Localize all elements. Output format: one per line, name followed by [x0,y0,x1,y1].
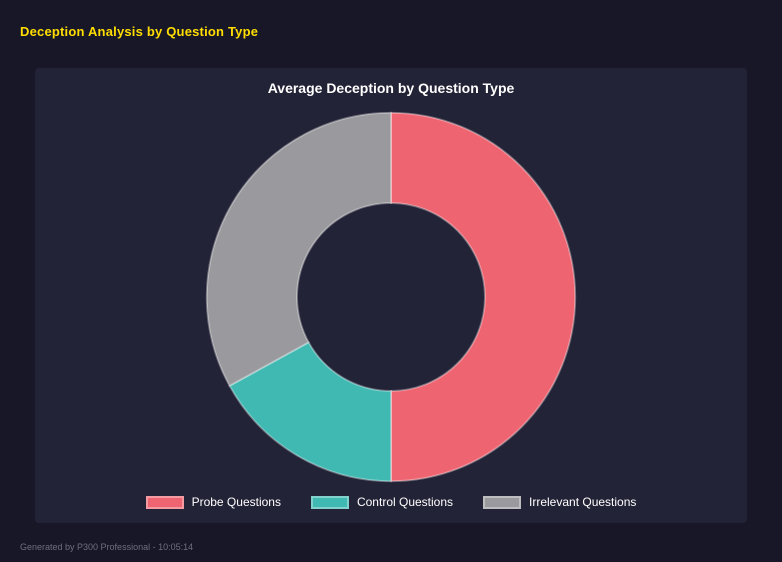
chart-panel: Average Deception by Question Type Probe… [35,68,747,523]
donut-chart-area [35,98,747,495]
legend-label: Irrelevant Questions [529,495,637,509]
donut-segment-1[interactable] [390,111,577,482]
legend-item-1[interactable]: Probe Questions [145,495,281,509]
donut-segment-2[interactable] [228,340,392,482]
page-title: Deception Analysis by Question Type [20,24,259,39]
donut-segment-3[interactable] [205,111,392,387]
chart-legend: Probe Questions Control Questions Irreleva… [145,495,636,509]
donut-chart[interactable] [203,109,579,485]
legend-swatch [145,495,184,509]
chart-title: Average Deception by Question Type [267,80,515,96]
legend-item-3[interactable]: Irrelevant Questions [483,495,636,509]
legend-item-2[interactable]: Control Questions [310,495,454,509]
footer-generated-label: Generated by P300 Professional - 10:05:1… [20,542,194,552]
legend-swatch [483,495,522,509]
legend-label: Probe Questions [191,495,281,509]
legend-label: Control Questions [356,495,454,509]
legend-swatch [310,495,349,509]
